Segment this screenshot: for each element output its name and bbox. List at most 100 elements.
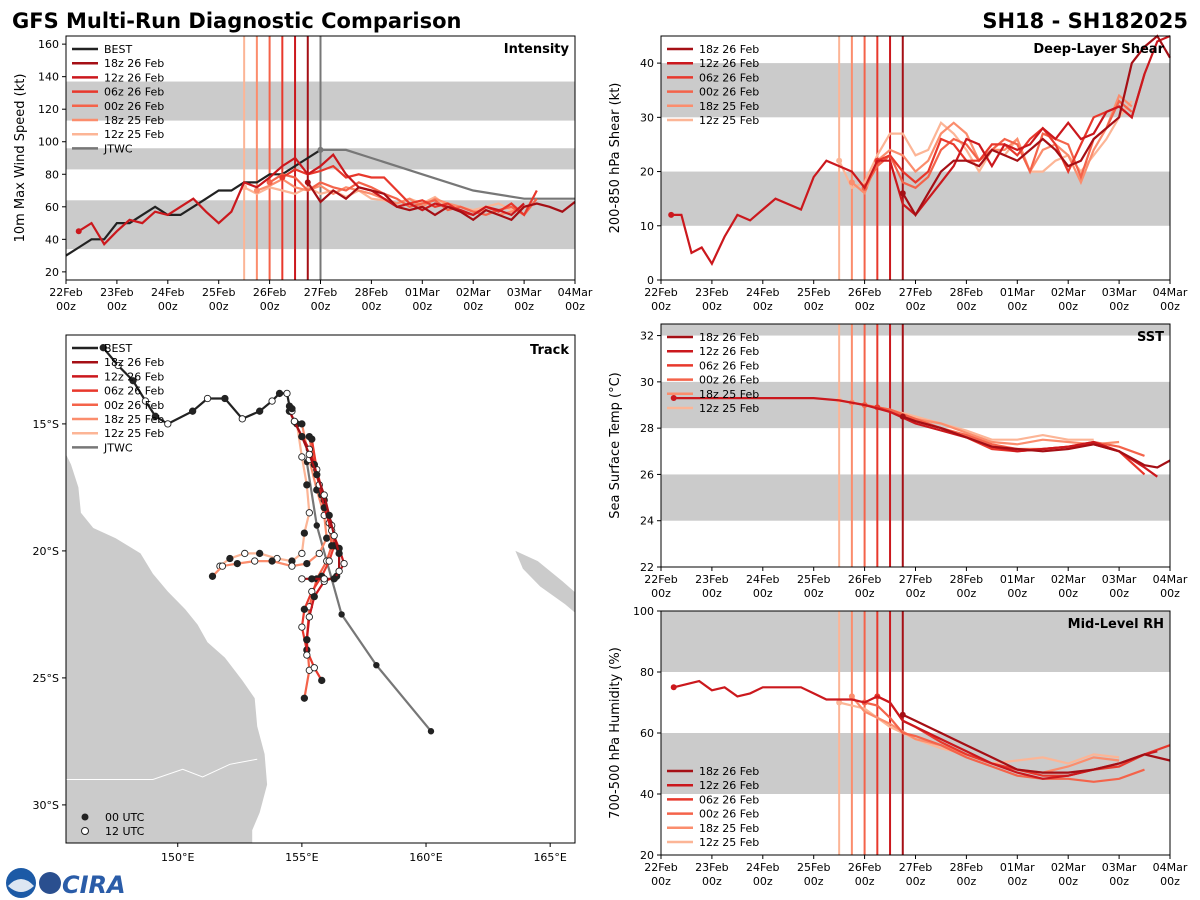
x-tick-sublabel: 00z xyxy=(753,875,773,888)
run-track-point xyxy=(303,559,311,568)
x-tick-label: 23Feb xyxy=(695,573,728,586)
x-tick-label: 160°E xyxy=(409,851,442,864)
run-track-point xyxy=(290,417,299,426)
run-track-point xyxy=(335,567,343,575)
legend-label: 12z 26 Feb xyxy=(699,345,759,358)
x-tick-sublabel: 00z xyxy=(565,300,585,313)
x-tick-label: 04Mar xyxy=(1153,861,1188,874)
y-tick-label: 40 xyxy=(640,57,654,70)
x-tick-sublabel: 00z xyxy=(362,300,382,313)
legend-label: 06z 26 Feb xyxy=(104,385,164,398)
series-line xyxy=(243,186,525,212)
legend-label: 00z 26 Feb xyxy=(104,399,164,412)
x-tick-sublabel: 00z xyxy=(957,587,977,600)
x-tick-sublabel: 00z xyxy=(1160,875,1180,888)
best-track-point xyxy=(256,407,264,415)
x-tick-label: 26Feb xyxy=(253,286,286,299)
run-track-point xyxy=(298,432,306,441)
threshold-band xyxy=(661,474,1170,521)
series-start-point xyxy=(899,413,906,420)
legend-label: 12z 26 Feb xyxy=(699,779,759,792)
run-track-point xyxy=(208,572,217,580)
run-track-point xyxy=(330,532,338,540)
threshold-band xyxy=(661,733,1170,794)
series-start-point xyxy=(848,179,855,186)
x-tick-sublabel: 00z xyxy=(1058,587,1078,600)
x-tick-label: 26Feb xyxy=(848,573,881,586)
legend-label: 18z 26 Feb xyxy=(699,43,759,56)
run-track-point xyxy=(335,549,343,558)
legend-label: 06z 26 Feb xyxy=(104,86,164,99)
best-track-point xyxy=(141,397,150,405)
y-tick-label: 140 xyxy=(38,71,59,84)
x-tick-sublabel: 00z xyxy=(651,300,671,313)
x-tick-label: 01Mar xyxy=(405,286,440,299)
x-tick-label: 25Feb xyxy=(202,286,235,299)
run-track-point xyxy=(330,575,338,583)
x-tick-sublabel: 00z xyxy=(56,300,76,313)
legend-label: 12z 26 Feb xyxy=(699,57,759,70)
series-start-point xyxy=(899,190,906,197)
x-tick-sublabel: 00z xyxy=(1109,300,1129,313)
x-tick-label: 02Mar xyxy=(1051,861,1086,874)
best-track-point xyxy=(114,361,122,370)
x-tick-sublabel: 00z xyxy=(1160,300,1180,313)
legend-label: 18z 26 Feb xyxy=(699,331,759,344)
series-line xyxy=(901,34,1171,218)
best-track-point xyxy=(129,377,137,385)
x-tick-sublabel: 00z xyxy=(514,300,534,313)
y-tick-label: 30°S xyxy=(33,799,59,812)
run-track-point xyxy=(241,549,249,558)
x-tick-label: 01Mar xyxy=(1000,286,1035,299)
legend-label: 12z 25 Feb xyxy=(699,114,759,127)
x-tick-label: 27Feb xyxy=(899,861,932,874)
run-track-point xyxy=(310,664,318,672)
best-track-point xyxy=(221,394,229,403)
series-line xyxy=(673,679,1158,780)
series-start-point xyxy=(836,157,843,164)
x-tick-label: 26Feb xyxy=(848,861,881,874)
series-start-point xyxy=(836,699,843,706)
legend-label: JTWC xyxy=(103,441,133,454)
x-tick-label: 27Feb xyxy=(899,573,932,586)
x-tick-sublabel: 00z xyxy=(906,587,926,600)
run-track-point xyxy=(318,676,326,685)
panel-title: Deep-Layer Shear xyxy=(1033,42,1164,57)
legend-label: 12z 25 Feb xyxy=(699,402,759,415)
legend-label: 00z 26 Feb xyxy=(699,808,759,821)
legend-label: 18z 26 Feb xyxy=(104,57,164,70)
x-tick-sublabel: 00z xyxy=(107,300,127,313)
run-track-point xyxy=(300,529,309,537)
legend-label: 18z 25 Feb xyxy=(699,822,759,835)
jtwc-track-point xyxy=(427,728,435,735)
x-tick-label: 22Feb xyxy=(644,861,677,874)
series-start-point xyxy=(668,211,675,218)
map-layer xyxy=(66,344,575,843)
jtwc-track-point xyxy=(373,662,380,669)
y-tick-label: 10 xyxy=(640,220,654,233)
legend-label: 06z 26 Feb xyxy=(699,71,759,84)
x-tick-sublabel: 00z xyxy=(651,587,671,600)
run-track-point xyxy=(256,549,264,558)
x-tick-label: 26Feb xyxy=(848,286,881,299)
x-tick-label: 25Feb xyxy=(797,286,830,299)
best-track-point xyxy=(99,344,107,352)
series-line xyxy=(902,415,1171,469)
threshold-band xyxy=(661,611,1170,672)
run-track-point xyxy=(315,549,323,558)
series-start-point xyxy=(253,187,260,194)
legend-label: BEST xyxy=(104,342,132,355)
y-tick-label: 60 xyxy=(45,201,59,214)
run-track-point xyxy=(298,575,306,583)
x-tick-sublabel: 00z xyxy=(1058,300,1078,313)
x-tick-label: 24Feb xyxy=(746,286,779,299)
series-start-point xyxy=(848,693,855,700)
x-tick-label: 25Feb xyxy=(797,861,830,874)
y-tick-label: 100 xyxy=(38,136,59,149)
panel-title: SST xyxy=(1137,330,1164,345)
run-track-point xyxy=(323,534,331,542)
threshold-band xyxy=(661,324,1170,336)
cira-logo: CIRA xyxy=(6,868,126,899)
best-track-point xyxy=(268,397,276,405)
